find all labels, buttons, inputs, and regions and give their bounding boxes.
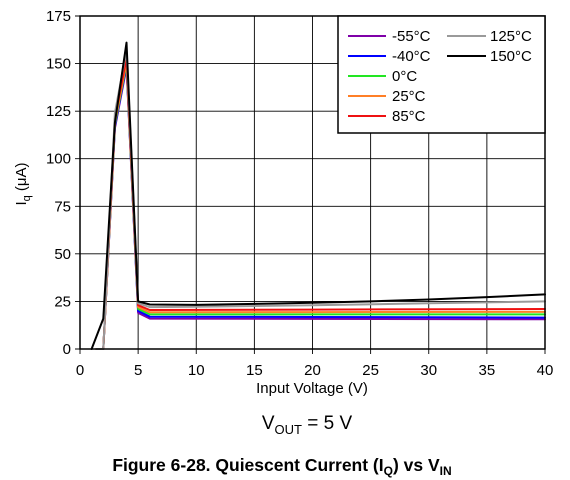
legend-entry: 85°C bbox=[348, 108, 426, 125]
legend-entry: -55°C bbox=[348, 28, 431, 45]
legend-label: 85°C bbox=[392, 108, 426, 125]
x-tick-labels: 0 5 10 15 20 25 30 35 40 bbox=[76, 362, 554, 379]
legend: -55°C -40°C 0°C 25°C 85°C 125°C 150°C bbox=[337, 15, 546, 134]
series-group bbox=[90, 41, 546, 350]
x-tick-label: 20 bbox=[304, 362, 321, 379]
condition-rest: = 5 V bbox=[302, 413, 352, 434]
caption-sub1: Q bbox=[384, 464, 393, 478]
y-tick-label: 150 bbox=[46, 56, 71, 73]
y-tick-labels: 0 25 50 75 100 125 150 175 bbox=[46, 8, 71, 358]
caption-part1: Figure 6-28. Quiescent Current (I bbox=[112, 455, 383, 475]
condition-base: V bbox=[262, 413, 275, 434]
legend-label: 125°C bbox=[490, 28, 532, 45]
y-axis-label-sub: q bbox=[21, 195, 33, 201]
legend-label: -40°C bbox=[392, 48, 431, 65]
legend-label: 0°C bbox=[392, 68, 417, 85]
legend-entry: 0°C bbox=[348, 68, 417, 85]
plot-border bbox=[79, 15, 546, 350]
series-line bbox=[90, 41, 546, 350]
legend-label: 25°C bbox=[392, 88, 426, 105]
x-axis-label: Input Voltage (V) bbox=[256, 380, 368, 397]
legend-entry: 125°C bbox=[447, 28, 532, 45]
y-tick-label: 25 bbox=[54, 293, 71, 310]
x-tick-label: 25 bbox=[362, 362, 379, 379]
x-tick-label: 30 bbox=[420, 362, 437, 379]
legend-entry: -40°C bbox=[348, 48, 431, 65]
y-tick-label: 50 bbox=[54, 246, 71, 263]
y-tick-label: 100 bbox=[46, 151, 71, 168]
condition-label: VOUT = 5 V bbox=[262, 413, 353, 437]
legend-label: 150°C bbox=[490, 48, 532, 65]
x-tick-label: 5 bbox=[134, 362, 142, 379]
y-axis-label-unit: (μA) bbox=[13, 162, 30, 195]
y-tick-label: 0 bbox=[63, 341, 71, 358]
x-tick-label: 15 bbox=[246, 362, 263, 379]
x-tick-label: 40 bbox=[537, 362, 554, 379]
y-tick-label: 75 bbox=[54, 198, 71, 215]
legend-entry: 150°C bbox=[447, 48, 532, 65]
x-tick-label: 0 bbox=[76, 362, 84, 379]
caption-part2: ) vs V bbox=[393, 455, 440, 475]
y-axis-label-base: I bbox=[13, 201, 30, 205]
caption-sub2: IN bbox=[440, 464, 452, 478]
x-tick-label: 35 bbox=[479, 362, 496, 379]
y-axis-label: Iq (μA) bbox=[13, 162, 33, 205]
legend-label: -55°C bbox=[392, 28, 431, 45]
x-tick-label: 10 bbox=[188, 362, 205, 379]
figure-caption: Figure 6-28. Quiescent Current (IQ) vs V… bbox=[112, 455, 451, 478]
y-tick-label: 175 bbox=[46, 8, 71, 25]
legend-entry: 25°C bbox=[348, 88, 426, 105]
y-tick-label: 125 bbox=[46, 103, 71, 120]
condition-sub: OUT bbox=[275, 422, 303, 437]
